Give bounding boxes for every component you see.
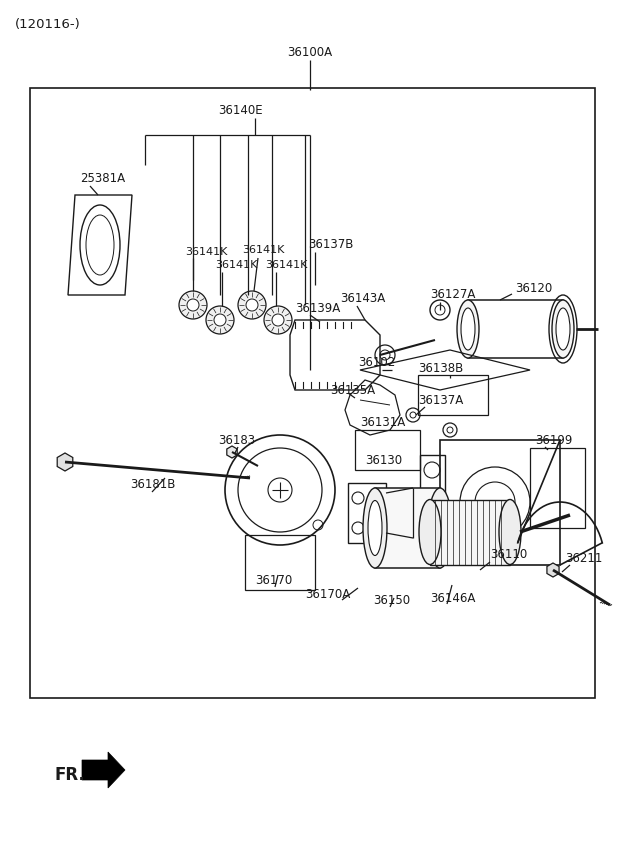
- Polygon shape: [547, 563, 559, 577]
- Text: 36127A: 36127A: [430, 288, 476, 302]
- Bar: [348, 483, 386, 543]
- Circle shape: [206, 306, 234, 334]
- Ellipse shape: [419, 499, 441, 565]
- Ellipse shape: [499, 499, 521, 565]
- Ellipse shape: [433, 500, 447, 555]
- Ellipse shape: [556, 308, 570, 350]
- Ellipse shape: [552, 300, 574, 358]
- Bar: [245, 535, 315, 590]
- Bar: [420, 455, 445, 550]
- Text: 36139A: 36139A: [295, 302, 340, 315]
- Polygon shape: [227, 446, 237, 458]
- Circle shape: [214, 314, 226, 326]
- Text: 36183: 36183: [218, 433, 255, 447]
- Ellipse shape: [457, 300, 479, 358]
- Text: 36150: 36150: [373, 594, 410, 606]
- Text: 36138B: 36138B: [418, 361, 463, 375]
- Polygon shape: [57, 453, 73, 471]
- Text: (120116-): (120116-): [15, 18, 81, 31]
- Text: 36141K: 36141K: [242, 245, 285, 255]
- Circle shape: [272, 314, 284, 326]
- Bar: [430, 500, 510, 565]
- Bar: [468, 300, 563, 358]
- Text: 36131A: 36131A: [360, 416, 405, 428]
- Circle shape: [246, 299, 258, 311]
- Ellipse shape: [363, 488, 387, 568]
- Bar: [375, 488, 440, 568]
- Text: 36120: 36120: [515, 282, 552, 294]
- Circle shape: [179, 291, 207, 319]
- Text: 36141K: 36141K: [185, 247, 228, 257]
- Bar: [530, 448, 585, 528]
- Text: 36141K: 36141K: [215, 260, 257, 270]
- Text: 36137A: 36137A: [418, 393, 463, 406]
- Text: 36141K: 36141K: [265, 260, 308, 270]
- Text: 36100A: 36100A: [288, 46, 332, 59]
- Bar: [440, 440, 560, 565]
- Bar: [30, 88, 595, 698]
- Text: 36211: 36211: [565, 551, 603, 565]
- Text: 36110: 36110: [490, 549, 527, 561]
- Ellipse shape: [428, 488, 452, 568]
- Text: 36181B: 36181B: [130, 478, 175, 492]
- Ellipse shape: [461, 308, 475, 350]
- Bar: [418, 375, 488, 415]
- Text: 36143A: 36143A: [340, 292, 385, 304]
- Text: 36102: 36102: [358, 356, 396, 370]
- Text: 36135A: 36135A: [330, 383, 375, 397]
- Bar: [355, 430, 420, 470]
- Text: FR.: FR.: [55, 766, 86, 784]
- Ellipse shape: [368, 500, 382, 555]
- Text: 36140E: 36140E: [218, 103, 262, 116]
- Text: 36170: 36170: [255, 573, 292, 587]
- Text: 25381A: 25381A: [80, 171, 125, 185]
- Text: 36137B: 36137B: [308, 238, 353, 252]
- Text: 36130: 36130: [365, 454, 402, 466]
- Circle shape: [238, 291, 266, 319]
- Polygon shape: [82, 752, 125, 788]
- Text: 36146A: 36146A: [430, 592, 476, 605]
- Text: 36199: 36199: [535, 433, 572, 447]
- Circle shape: [187, 299, 199, 311]
- Circle shape: [264, 306, 292, 334]
- Text: 36170A: 36170A: [305, 588, 350, 600]
